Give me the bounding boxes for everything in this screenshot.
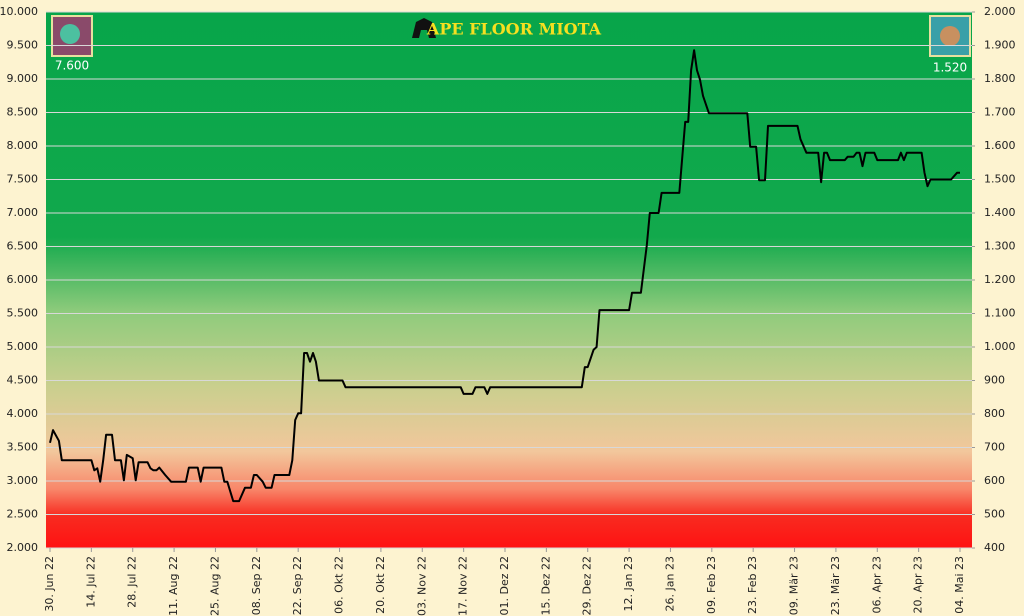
- x-tick-label: 12. Jan 23: [622, 556, 635, 611]
- y2-tick-label: 500: [984, 508, 1005, 521]
- x-tick-label: 09. Feb 23: [705, 556, 718, 614]
- right-value: 1.520: [933, 61, 967, 75]
- y-tick-label: 4.500: [7, 374, 39, 387]
- y2-tick-label: 1.200: [984, 273, 1016, 286]
- y2-tick-label: 1.300: [984, 240, 1016, 253]
- x-tick-label: 26. Jan 23: [663, 556, 676, 611]
- y2-tick-label: 1.600: [984, 139, 1016, 152]
- x-tick-label: 17. Nov 22: [457, 556, 470, 616]
- y-tick-label: 7.000: [7, 206, 39, 219]
- y2-tick-label: 1.100: [984, 307, 1016, 320]
- y-tick-label: 8.500: [7, 106, 39, 119]
- right-avatar-face: [940, 26, 960, 46]
- x-tick-label: 06. Okt 22: [333, 556, 346, 614]
- x-tick-label: 09. Mär 23: [788, 556, 801, 615]
- price-line: [49, 49, 960, 503]
- y-tick-label: 3.500: [7, 441, 39, 454]
- y-tick-label: 9.000: [7, 72, 39, 85]
- x-tick-label: 25. Aug 22: [208, 556, 221, 616]
- chart-title: APE FLOOR MIOTA: [426, 20, 602, 39]
- y-tick-label: 8.000: [7, 139, 39, 152]
- x-tick-label: 08. Sep 22: [250, 556, 263, 615]
- y2-tick-label: 1.000: [984, 340, 1016, 353]
- x-tick-label: 03. Nov 22: [415, 556, 428, 616]
- gorilla-icon: [412, 18, 436, 38]
- y2-tick-label: 800: [984, 407, 1005, 420]
- x-tick-label: 11. Aug 22: [167, 556, 180, 616]
- y2-tick-label: 1.400: [984, 206, 1016, 219]
- y2-tick-label: 1.800: [984, 72, 1016, 85]
- y-tick-label: 6.500: [7, 240, 39, 253]
- x-tick-label: 23. Mär 23: [829, 556, 842, 615]
- x-tick-label: 15. Dez 22: [539, 556, 552, 616]
- y-tick-label: 9.500: [7, 39, 39, 52]
- x-tick-label: 14. Jul 22: [84, 556, 97, 608]
- y2-tick-label: 400: [984, 541, 1005, 554]
- y2-tick-label: 700: [984, 441, 1005, 454]
- y2-tick-label: 1.700: [984, 106, 1016, 119]
- y-tick-label: 2.500: [7, 508, 39, 521]
- y-tick-label: 3.000: [7, 474, 39, 487]
- x-tick-label: 20. Apr 23: [912, 556, 925, 614]
- x-tick-label: 01. Dez 22: [498, 556, 511, 616]
- y2-tick-label: 1.900: [984, 39, 1016, 52]
- x-tick-label: 04. Mai 23: [953, 556, 966, 614]
- x-tick-label: 06. Apr 23: [870, 556, 883, 614]
- left-value: 7.600: [55, 59, 89, 73]
- y-tick-label: 6.000: [7, 273, 39, 286]
- left-avatar-face: [60, 24, 80, 44]
- x-tick-label: 22. Sep 22: [291, 556, 304, 615]
- x-tick-label: 30. Jun 22: [43, 556, 56, 612]
- y-tick-label: 7.500: [7, 173, 39, 186]
- x-tick-label: 28. Jul 22: [126, 556, 139, 608]
- y2-tick-label: 2.000: [984, 5, 1016, 18]
- y2-tick-label: 900: [984, 374, 1005, 387]
- x-tick-label: 29. Dez 22: [581, 556, 594, 616]
- y-tick-label: 4.000: [7, 407, 39, 420]
- x-tick-label: 20. Okt 22: [374, 556, 387, 614]
- x-tick-label: 23. Feb 23: [746, 556, 759, 614]
- y-tick-label: 2.000: [7, 541, 39, 554]
- y-tick-label: 10.000: [0, 5, 38, 18]
- y-tick-label: 5.000: [7, 340, 39, 353]
- y-tick-label: 5.500: [7, 307, 39, 320]
- y2-tick-label: 600: [984, 474, 1005, 487]
- y2-tick-label: 1.500: [984, 173, 1016, 186]
